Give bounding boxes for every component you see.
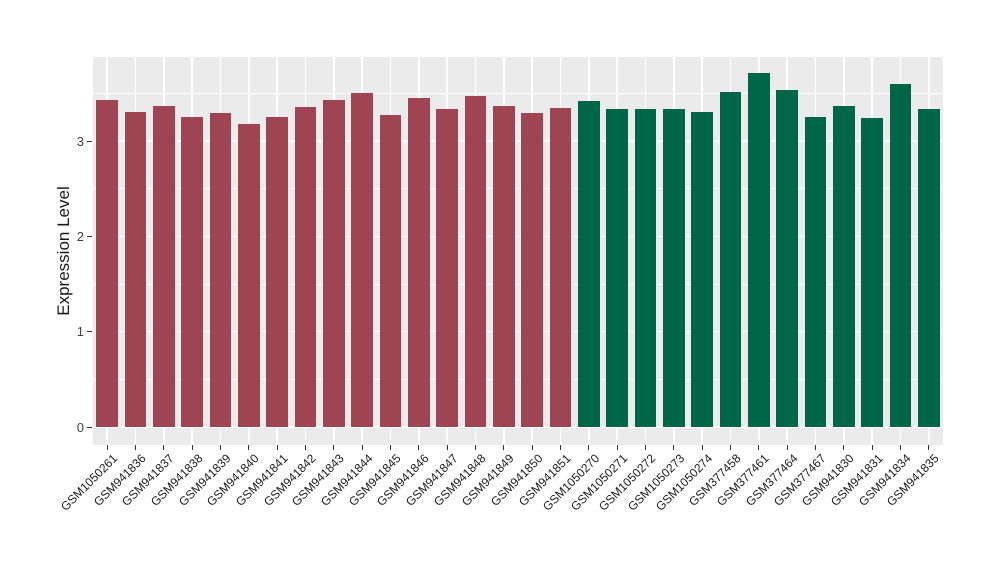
x-tick-mark (616, 445, 618, 450)
major-gridline (93, 330, 943, 333)
y-tick-label: 0 (76, 419, 84, 435)
x-tick-mark (815, 445, 816, 450)
bar-GSM941847 (436, 108, 458, 427)
minor-gridline (93, 283, 943, 285)
x-tick-mark (645, 445, 646, 450)
bar-GSM941851 (549, 107, 572, 427)
x-tick-mark (163, 445, 165, 450)
x-tick-mark (446, 445, 448, 450)
bar-GSM941843 (323, 100, 345, 427)
bar-GSM377464 (776, 89, 798, 427)
y-tick-mark (87, 140, 92, 142)
minor-gridline (93, 92, 943, 94)
x-tick-mark (843, 445, 845, 450)
bar-GSM941834 (889, 83, 912, 427)
bar-GSM941839 (209, 113, 232, 427)
bar-GSM377467 (804, 117, 827, 427)
x-tick-mark (191, 445, 193, 450)
y-axis-title: Expression Level (54, 186, 73, 316)
bar-GSM941831 (861, 118, 883, 427)
bar-GSM1050261 (96, 100, 118, 427)
bar-GSM941840 (238, 123, 260, 427)
x-tick-mark (928, 445, 930, 450)
bar-GSM941844 (351, 93, 373, 427)
x-tick-mark (276, 445, 278, 450)
x-tick-mark (106, 445, 108, 450)
x-tick-mark (475, 445, 476, 450)
bar-GSM1050271 (606, 108, 628, 427)
x-tick-mark (701, 445, 703, 450)
bar-GSM941845 (379, 115, 402, 427)
x-tick-mark (531, 445, 533, 450)
major-gridline (93, 426, 943, 428)
bar-GSM1050273 (663, 108, 685, 427)
y-tick-mark (87, 426, 92, 428)
bar-GSM941835 (918, 108, 940, 427)
major-gridline (93, 235, 943, 238)
x-tick-mark (730, 445, 731, 450)
x-tick-mark (673, 445, 675, 450)
x-tick-mark (900, 445, 901, 450)
y-tick-mark (87, 331, 92, 333)
minor-gridline (93, 188, 943, 190)
x-tick-mark (333, 445, 335, 450)
x-tick-mark (305, 445, 306, 450)
bar-GSM941836 (124, 111, 147, 427)
minor-gridline (93, 378, 943, 380)
x-tick-mark (248, 445, 250, 450)
bar-GSM941842 (294, 106, 317, 427)
y-tick-mark (87, 235, 92, 237)
x-tick-mark (220, 445, 221, 450)
x-tick-mark (786, 445, 788, 450)
x-tick-mark (390, 445, 391, 450)
x-tick-mark (503, 445, 505, 450)
plot-panel (93, 57, 943, 445)
x-tick-mark (135, 445, 136, 450)
bar-GSM1050270 (578, 101, 600, 427)
major-gridline (93, 140, 943, 142)
x-tick-mark (758, 445, 760, 450)
bar-GSM941837 (153, 105, 175, 427)
bar-GSM941850 (521, 112, 543, 427)
bar-GSM941849 (493, 105, 515, 427)
bar-GSM941838 (181, 117, 203, 427)
x-tick-mark (588, 445, 590, 450)
bar-GSM1050272 (634, 108, 657, 427)
bar-GSM377461 (748, 73, 770, 427)
bar-GSM941846 (408, 98, 430, 427)
x-tick-mark (418, 445, 420, 450)
y-tick-label: 3 (76, 133, 84, 149)
bar-GSM941841 (266, 117, 288, 427)
x-tick-mark (871, 445, 873, 450)
y-tick-label: 1 (76, 324, 84, 340)
bar-GSM1050274 (691, 111, 713, 427)
x-tick-mark (361, 445, 363, 450)
x-tick-mark (560, 445, 561, 450)
bar-GSM377458 (719, 92, 742, 427)
bar-GSM941848 (464, 96, 487, 427)
y-tick-label: 2 (76, 228, 84, 244)
bar-GSM941830 (833, 105, 855, 427)
